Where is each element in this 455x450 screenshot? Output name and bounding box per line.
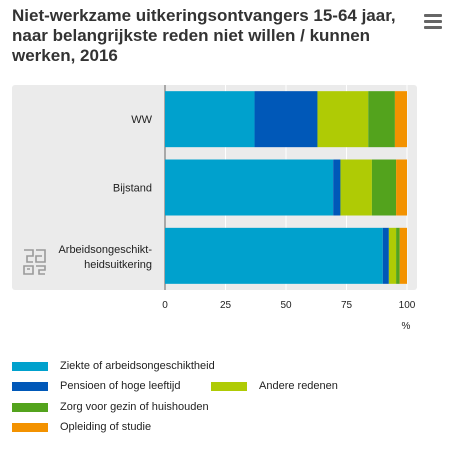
x-tick-label: 50	[280, 300, 292, 311]
legend-label: Zorg voor gezin of huishouden	[60, 401, 209, 413]
x-tick-label: 0	[162, 300, 168, 311]
bar-segment[interactable]	[371, 159, 397, 216]
x-tick-label: 25	[220, 300, 232, 311]
legend-item[interactable]: Pensioen of hoge leeftijd	[12, 380, 180, 392]
legend-label: Opleiding of studie	[60, 421, 152, 433]
legend-swatch	[211, 381, 247, 391]
legend-item[interactable]: Ziekte of arbeidsongeschiktheid	[12, 360, 215, 372]
bar-segment[interactable]	[165, 227, 383, 284]
legend: Ziekte of arbeidsongeschiktheid Pensioen…	[12, 360, 452, 440]
legend-swatch	[12, 422, 48, 432]
x-axis-label: %	[402, 321, 411, 332]
x-axis-tick-labels: 0 25 50 75 100	[162, 300, 416, 311]
category-label: Arbeidsongeschikt-heidsuitkering	[58, 244, 152, 271]
bar-segment[interactable]	[333, 159, 341, 216]
legend-item[interactable]: Zorg voor gezin of huishouden	[12, 401, 209, 413]
bar-segment[interactable]	[165, 159, 334, 216]
chart-title: Niet-werkzame uitkeringsontvangers 15-64…	[12, 6, 396, 65]
x-tick-label: 100	[399, 300, 416, 311]
category-label: WW	[131, 114, 152, 126]
bar-segment[interactable]	[396, 159, 407, 216]
bar-segment[interactable]	[399, 227, 407, 284]
stacked-bar-chart: WW Bijstand Arbeidsongeschikt-heidsuitkeri…	[12, 85, 417, 332]
bar-segment[interactable]	[340, 159, 372, 216]
bars	[165, 91, 407, 284]
bar-segment[interactable]	[317, 91, 369, 148]
legend-label: Andere redenen	[259, 380, 338, 392]
x-tick-label: 75	[341, 300, 353, 311]
category-labels: WW Bijstand Arbeidsongeschikt-heidsuitkeri…	[58, 114, 152, 271]
bar-segment[interactable]	[388, 227, 397, 284]
legend-swatch	[12, 402, 48, 412]
legend-label: Pensioen of hoge leeftijd	[60, 380, 181, 392]
category-label: Bijstand	[113, 183, 152, 195]
legend-label: Ziekte of arbeidsongeschiktheid	[60, 360, 215, 372]
legend-swatch	[12, 361, 48, 371]
hamburger-menu-icon[interactable]	[424, 14, 442, 30]
bar-segment[interactable]	[382, 227, 389, 284]
bar-segment[interactable]	[394, 91, 407, 148]
legend-item[interactable]: Andere redenen	[211, 380, 338, 392]
legend-item[interactable]: Opleiding of studie	[12, 421, 151, 433]
bar-segment[interactable]	[368, 91, 395, 148]
cbs-logo-icon	[23, 249, 46, 275]
legend-swatch	[12, 381, 48, 391]
bar-segment[interactable]	[254, 91, 318, 148]
bar-segment[interactable]	[165, 91, 255, 148]
bar-segment[interactable]	[396, 227, 400, 284]
